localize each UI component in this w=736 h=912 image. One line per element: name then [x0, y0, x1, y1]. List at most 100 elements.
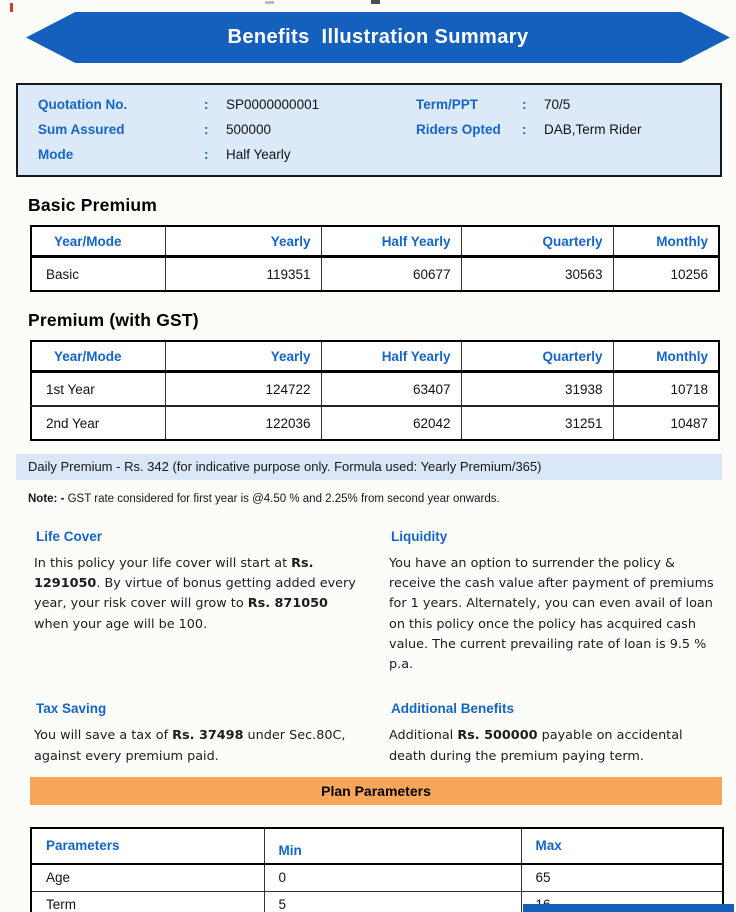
term-ppt-row: Term/PPT : 70/5 — [416, 92, 720, 117]
row-label-cell: 1st Year — [30, 370, 166, 407]
colon-separator: : — [522, 122, 527, 137]
value-cell: 62042 — [320, 405, 462, 441]
value-cell: 10256 — [612, 255, 720, 292]
header-cell: Parameters — [30, 827, 265, 865]
value-cell: 122036 — [164, 405, 322, 441]
title-banner: Benefits Illustration Summary — [26, 12, 730, 63]
note-text: GST rate considered for first year is @4… — [64, 493, 500, 505]
value-cell: 10487 — [612, 405, 720, 441]
header-cell: Monthly — [612, 340, 720, 373]
quotation-no-row: Quotation No. : SP0000000001 — [38, 92, 416, 117]
scan-artifact-dash — [371, 0, 380, 4]
header-cell: Half Yearly — [320, 225, 462, 258]
value-cell: 10718 — [612, 370, 720, 407]
mode-value: Half Yearly — [226, 147, 291, 162]
text-part: when your age will be 100. — [34, 616, 208, 632]
amount-tax-saved: Rs. 37498 — [172, 728, 244, 744]
header-cell: Year/Mode — [30, 340, 166, 373]
next-section-banner-partial — [523, 904, 734, 912]
additional-benefits-heading: Additional Benefits — [391, 701, 515, 717]
table-row: 1st Year 124722 63407 31938 10718 — [30, 370, 720, 407]
liquidity-heading: Liquidity — [391, 529, 448, 544]
life-cover-heading: Life Cover — [36, 529, 103, 544]
term-ppt-label: Term/PPT — [416, 97, 479, 112]
quotation-no-value: SP0000000001 — [226, 97, 320, 112]
value-cell: 63407 — [320, 370, 462, 407]
text-part: under Sec.80C, against every premium pai… — [34, 728, 346, 764]
plan-parameters-title: Plan Parameters — [321, 782, 431, 799]
sum-assured-row: Sum Assured : 500000 — [38, 117, 416, 142]
quotation-no-label: Quotation No. — [38, 97, 128, 112]
term-ppt-value: 70/5 — [544, 97, 571, 112]
max-cell: 65 — [520, 863, 724, 892]
header-cell: Yearly — [164, 225, 322, 258]
scan-artifact-red-tick — [10, 3, 13, 12]
tax-saving-text: You will save a tax of Rs. 37498 under S… — [34, 726, 356, 766]
value-cell: 119351 — [164, 255, 322, 292]
page-title: Benefits Illustration Summary — [227, 26, 529, 48]
additional-benefits-section: Additional Benefits Additional Rs. 50000… — [389, 701, 722, 766]
value-cell: 124722 — [164, 370, 322, 407]
header-cell: Min — [263, 827, 522, 865]
header-cell: Year/Mode — [30, 225, 166, 258]
table-row: Basic 119351 60677 30563 10256 — [30, 255, 720, 292]
value-cell: 30563 — [460, 255, 614, 292]
gst-note: Note: - GST rate considered for first ye… — [28, 493, 736, 505]
text-part: You will save a tax of — [34, 728, 173, 744]
sum-assured-label: Sum Assured — [38, 122, 125, 137]
text-part: Additional — [389, 728, 458, 744]
colon-separator: : — [204, 122, 209, 137]
amount-grown-cover: Rs. 871050 — [247, 596, 328, 612]
basic-premium-heading: Basic Premium — [28, 195, 158, 215]
value-cell: 31938 — [460, 370, 614, 407]
tax-saving-section: Tax Saving You will save a tax of Rs. 37… — [34, 701, 356, 766]
premium-gst-heading: Premium (with GST) — [28, 310, 199, 330]
riders-label: Riders Opted — [416, 122, 501, 137]
table-header-row: Parameters Min Max — [30, 827, 724, 865]
header-cell: Yearly — [164, 340, 322, 373]
text-part: . By virtue of bonus getting added every… — [34, 576, 356, 612]
table-header-row: Year/Mode Yearly Half Yearly Quarterly M… — [30, 225, 720, 258]
basic-premium-table: Year/Mode Yearly Half Yearly Quarterly M… — [30, 225, 720, 292]
mode-row: Mode : Half Yearly — [38, 142, 416, 167]
text-part: payable on accidental death during the p… — [389, 728, 683, 764]
riders-value: DAB,Term Rider — [544, 122, 642, 137]
text-part: In this policy your life cover will star… — [34, 556, 292, 571]
info-right-column: Term/PPT : 70/5 Riders Opted : DAB,Term … — [416, 92, 720, 167]
colon-separator: : — [522, 97, 527, 112]
life-cover-section: Life Cover In this policy your life cove… — [34, 529, 356, 675]
param-name-cell: Term — [30, 890, 265, 912]
table-row: 2nd Year 122036 62042 31251 10487 — [30, 405, 720, 441]
scan-artifact-smudge — [265, 1, 274, 4]
liquidity-text: You have an option to surrender the poli… — [389, 556, 714, 673]
quotation-info-box: Quotation No. : SP0000000001 Sum Assured… — [16, 83, 722, 177]
benefit-sections: Life Cover In this policy your life cove… — [34, 529, 722, 767]
header-cell: Max — [520, 827, 724, 865]
header-cell: Quarterly — [460, 340, 614, 373]
amount-start-cover: Rs. 1291050 — [34, 556, 314, 592]
life-cover-text: In this policy your life cover will star… — [34, 554, 356, 635]
min-cell: 5 — [263, 890, 522, 912]
tax-saving-heading: Tax Saving — [36, 701, 107, 717]
info-left-column: Quotation No. : SP0000000001 Sum Assured… — [38, 92, 416, 167]
header-cell: Quarterly — [460, 225, 614, 258]
plan-parameters-banner: Plan Parameters — [30, 776, 722, 805]
row-label-cell: 2nd Year — [30, 405, 166, 441]
header-cell: Half Yearly — [320, 340, 462, 373]
colon-separator: : — [204, 97, 209, 112]
value-cell: 31251 — [460, 405, 614, 441]
min-cell: 0 — [263, 863, 522, 892]
value-cell: 60677 — [320, 255, 462, 292]
mode-label: Mode — [38, 147, 74, 162]
table-header-row: Year/Mode Yearly Half Yearly Quarterly M… — [30, 340, 720, 373]
sum-assured-value: 500000 — [226, 122, 272, 137]
additional-benefits-text: Additional Rs. 500000 payable on acciden… — [389, 726, 722, 766]
row-label-cell: Basic — [30, 255, 166, 292]
premium-gst-table: Year/Mode Yearly Half Yearly Quarterly M… — [30, 340, 720, 441]
note-label: Note: - — [28, 493, 65, 505]
daily-premium-strip: Daily Premium - Rs. 342 (for indicative … — [16, 454, 722, 480]
param-name-cell: Age — [30, 863, 265, 892]
riders-row: Riders Opted : DAB,Term Rider — [416, 117, 720, 142]
amount-accident-cover: Rs. 500000 — [457, 728, 538, 744]
